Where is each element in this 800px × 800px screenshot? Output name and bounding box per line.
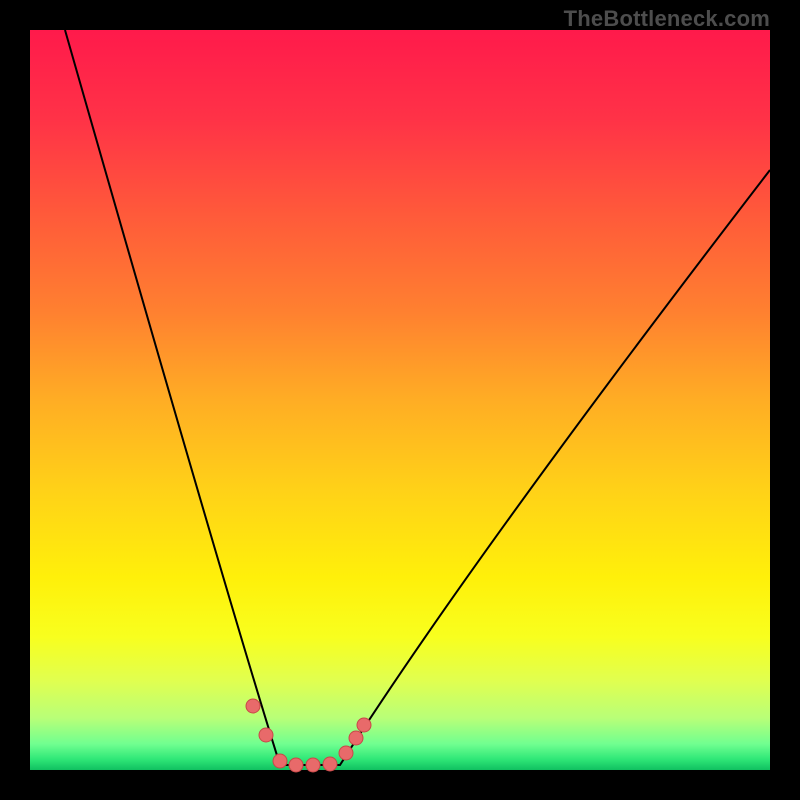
valley-dot bbox=[357, 718, 371, 732]
valley-dot bbox=[246, 699, 260, 713]
valley-dot bbox=[349, 731, 363, 745]
valley-dot bbox=[306, 758, 320, 772]
valley-dots bbox=[246, 699, 371, 772]
curve-overlay bbox=[30, 30, 770, 770]
watermark-text: TheBottleneck.com bbox=[564, 6, 770, 32]
chart-frame: TheBottleneck.com bbox=[0, 0, 800, 800]
valley-dot bbox=[273, 754, 287, 768]
valley-dot bbox=[323, 757, 337, 771]
valley-dot bbox=[339, 746, 353, 760]
valley-dot bbox=[289, 758, 303, 772]
plot-area bbox=[30, 30, 770, 770]
bottleneck-curve bbox=[65, 30, 770, 765]
valley-dot bbox=[259, 728, 273, 742]
